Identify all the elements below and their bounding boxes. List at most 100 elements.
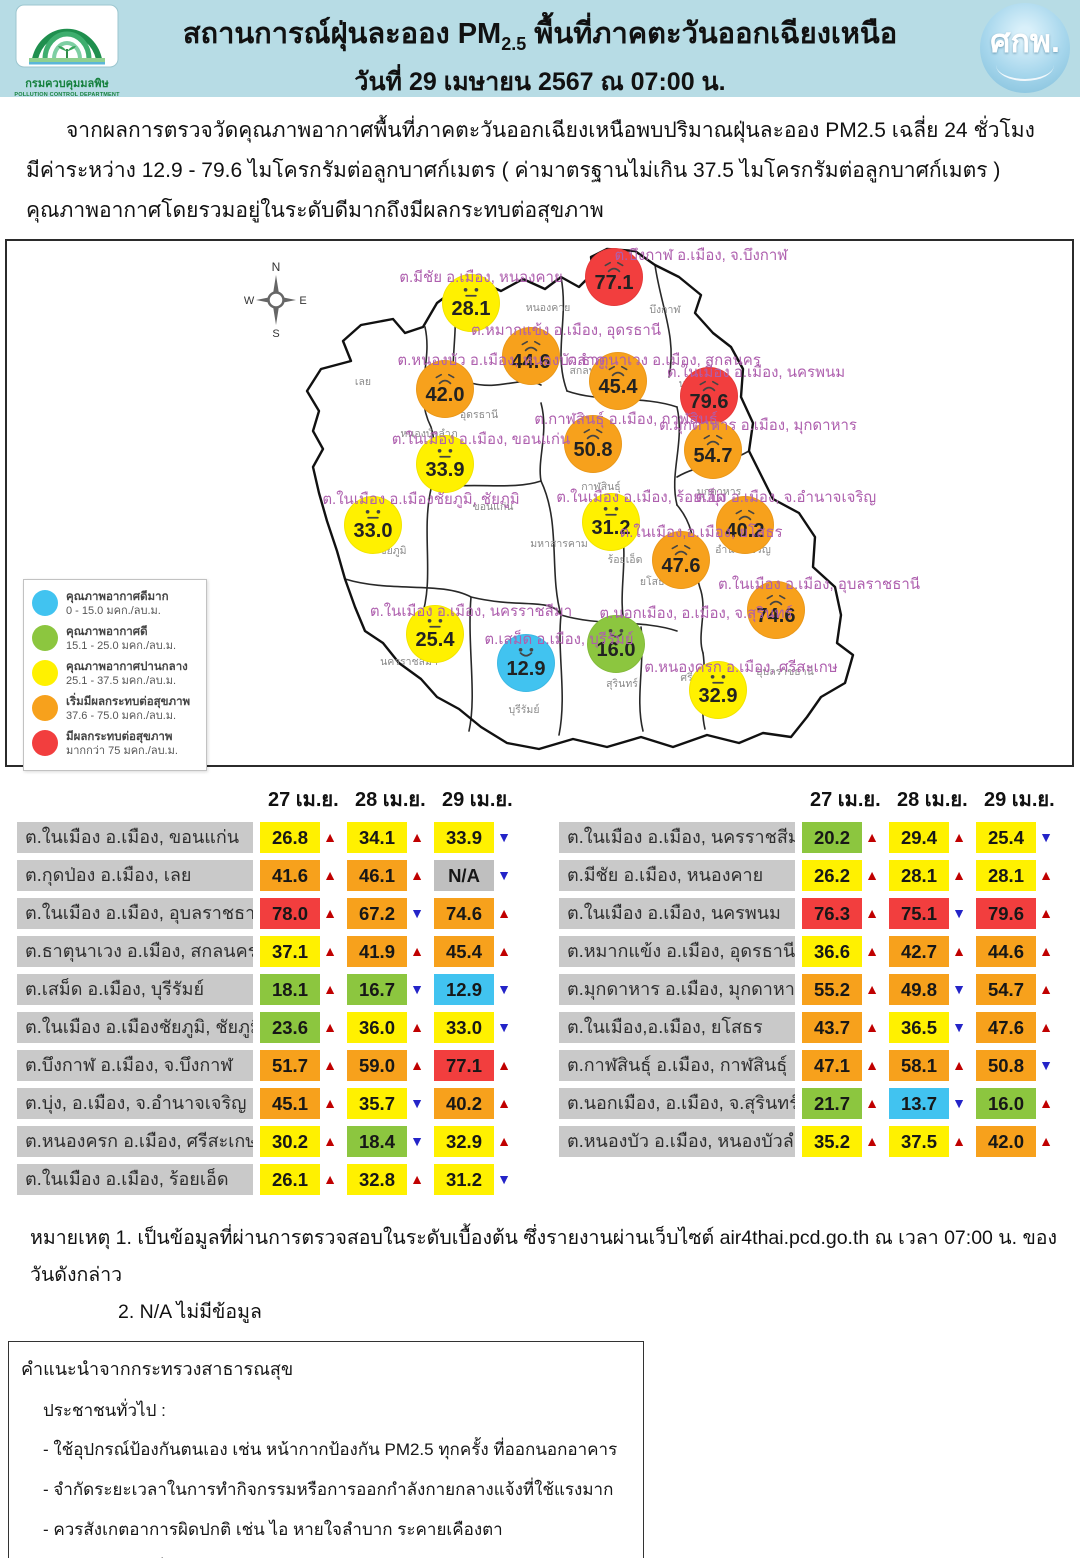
- station-row: ต.บุ่ง, อ.เมือง, จ.อำนาจเจริญ 45.1 ▲ 35.7 ▼ 4…: [17, 1088, 534, 1119]
- pm25-value: 13.7: [889, 1088, 949, 1119]
- pm25-value: 40.2: [434, 1088, 494, 1119]
- province-label: อุดรธานี: [459, 409, 499, 421]
- pm25-value: 59.0: [347, 1050, 407, 1081]
- pm25-value: 45.1: [260, 1088, 320, 1119]
- value-cell: 41.9 ▲: [347, 936, 427, 967]
- aqi-legend: คุณภาพอากาศดีมาก 0 - 15.0 มคก./ลบ.ม. คุณภา…: [23, 579, 207, 771]
- trend-up-icon: ▲: [323, 1057, 337, 1073]
- station-marker: 40.2: [716, 496, 774, 554]
- station-row: ต.หนองบัว อ.เมือง, หนองบัวลำภู 35.2 ▲ 37.5 ▲…: [559, 1126, 1076, 1157]
- province-label: อุบลราชธานี: [756, 666, 814, 678]
- legend-label: เริ่มมีผลกระทบต่อสุขภาพ: [66, 696, 191, 708]
- value-cell: 37.5 ▲: [889, 1126, 969, 1157]
- date-header: 29 เม.ย.: [984, 789, 1055, 811]
- pm25-value: 75.1: [889, 898, 949, 929]
- trend-down-icon: ▼: [497, 1171, 511, 1187]
- station-name-cell: ต.หนองบัว อ.เมือง, หนองบัวลำภู: [559, 1126, 795, 1157]
- station-name-cell: ต.ธาตุนาเวง อ.เมือง, สกลนคร: [17, 936, 253, 967]
- value-cell: 42.0 ▲: [976, 1126, 1056, 1157]
- station-label: ต.บึงกาฬ อ.เมือง, จ.บึงกาฬ: [614, 247, 788, 264]
- legend-item: มีผลกระทบต่อสุขภาพ มากกว่า 75 มคก./ลบ.ม.: [32, 729, 198, 758]
- station-value: 16.0: [596, 639, 636, 661]
- value-cell: 40.2 ▲: [434, 1088, 514, 1119]
- legend-label: คุณภาพอากาศดี: [66, 626, 148, 638]
- distressed-face-icon: [735, 509, 755, 521]
- value-cell: 75.1 ▼: [889, 898, 969, 929]
- station-value: 54.7: [693, 445, 733, 467]
- pm25-value: 26.8: [260, 822, 320, 853]
- station-marker: 79.6: [680, 367, 738, 425]
- trend-up-icon: ▲: [323, 1095, 337, 1111]
- station-row: ต.มีชัย อ.เมือง, หนองคาย 26.2 ▲ 28.1 ▲ 28.1 ▲: [559, 860, 1076, 891]
- trend-up-icon: ▲: [865, 943, 879, 959]
- pm25-value: 21.7: [802, 1088, 862, 1119]
- pm25-value: 58.1: [889, 1050, 949, 1081]
- value-cell: 43.7 ▲: [802, 1012, 882, 1043]
- pm25-value: 26.1: [260, 1164, 320, 1195]
- station-label: ต.ในเมือง อ.เมืองชัยภูมิ, ชัยภูมิ: [322, 491, 520, 508]
- station-row: ต.ในเมือง อ.เมือง, นครพนม 76.3 ▲ 75.1 ▼ 79.6 ▲: [559, 898, 1076, 929]
- station-label: ต.หมากแข้ง อ.เมือง, อุดรธานี: [470, 322, 662, 339]
- station-value: 44.6: [511, 351, 551, 373]
- pm25-value: 16.0: [976, 1088, 1036, 1119]
- distressed-face-icon: [703, 434, 723, 446]
- station-value: 79.6: [689, 391, 729, 413]
- pm25-value: 37.5: [889, 1126, 949, 1157]
- value-cell: 29.4 ▲: [889, 822, 969, 853]
- station-name-cell: ต.บุ่ง, อ.เมือง, จ.อำนาจเจริญ: [17, 1088, 253, 1119]
- smiley-face-icon: [518, 647, 534, 657]
- pm25-value: 77.1: [434, 1050, 494, 1081]
- neutral-face-icon: [427, 618, 443, 628]
- pm25-value: 47.1: [802, 1050, 862, 1081]
- station-marker: 33.9: [416, 435, 474, 493]
- value-cell: 46.1 ▲: [347, 860, 427, 891]
- trend-up-icon: ▲: [952, 1133, 966, 1149]
- value-cell: 59.0 ▲: [347, 1050, 427, 1081]
- trend-down-icon: ▼: [410, 981, 424, 997]
- pm25-value: 50.8: [976, 1050, 1036, 1081]
- pm25-value: 37.1: [260, 936, 320, 967]
- station-name-cell: ต.ในเมือง อ.เมือง, อุบลราชธานี: [17, 898, 253, 929]
- value-cell: 30.2 ▲: [260, 1126, 340, 1157]
- pm25-value: 47.6: [976, 1012, 1036, 1043]
- trend-up-icon: ▲: [952, 1057, 966, 1073]
- station-marker: 28.1: [442, 274, 500, 332]
- pm25-value: 36.0: [347, 1012, 407, 1043]
- trend-down-icon: ▼: [952, 1095, 966, 1111]
- station-marker: 12.9: [497, 634, 555, 692]
- pm25-value: 36.5: [889, 1012, 949, 1043]
- trend-up-icon: ▲: [1039, 981, 1053, 997]
- date-header: 28 เม.ย.: [355, 789, 426, 811]
- trend-down-icon: ▼: [497, 1019, 511, 1035]
- station-marker: 31.2: [582, 493, 640, 551]
- trend-up-icon: ▲: [865, 905, 879, 921]
- sakpo-logo-arc: [996, 65, 1054, 81]
- trend-down-icon: ▼: [410, 1095, 424, 1111]
- station-value: 45.4: [598, 376, 638, 398]
- intro-paragraph: จากผลการตรวจวัดคุณภาพอากาศพื้นที่ภาคตะวั…: [0, 97, 1080, 231]
- station-marker: 32.9: [689, 661, 747, 719]
- trend-up-icon: ▲: [323, 905, 337, 921]
- legend-label: มีผลกระทบต่อสุขภาพ: [66, 731, 173, 743]
- pm25-value: 30.2: [260, 1126, 320, 1157]
- compass-s: S: [272, 328, 279, 339]
- value-cell: 35.2 ▲: [802, 1126, 882, 1157]
- pcd-logo-icon: [15, 4, 119, 68]
- compass-n: N: [272, 260, 281, 274]
- distressed-face-icon: [671, 544, 691, 556]
- trend-up-icon: ▲: [865, 1019, 879, 1035]
- trend-up-icon: ▲: [865, 867, 879, 883]
- value-cell: 32.8 ▲: [347, 1164, 427, 1195]
- date-header: 27 เม.ย.: [268, 789, 339, 811]
- neutral-face-icon: [710, 674, 726, 684]
- pm25-value: 36.6: [802, 936, 862, 967]
- advice-group-heading: ประชาชนทั่วไป :: [43, 1401, 166, 1420]
- province-label: มุกดาหาร: [696, 486, 742, 498]
- station-name-cell: ต.ในเมือง อ.เมือง, นครราชสีมา: [559, 822, 795, 853]
- legend-range: 0 - 15.0 มคก./ลบ.ม.: [66, 605, 161, 617]
- value-cell: 35.7 ▼: [347, 1088, 427, 1119]
- pm25-value: 28.1: [889, 860, 949, 891]
- value-cell: 31.2 ▼: [434, 1164, 514, 1195]
- station-row: ต.ธาตุนาเวง อ.เมือง, สกลนคร 37.1 ▲ 41.9 ▲ 45.…: [17, 936, 534, 967]
- station-marker: 25.4: [406, 605, 464, 663]
